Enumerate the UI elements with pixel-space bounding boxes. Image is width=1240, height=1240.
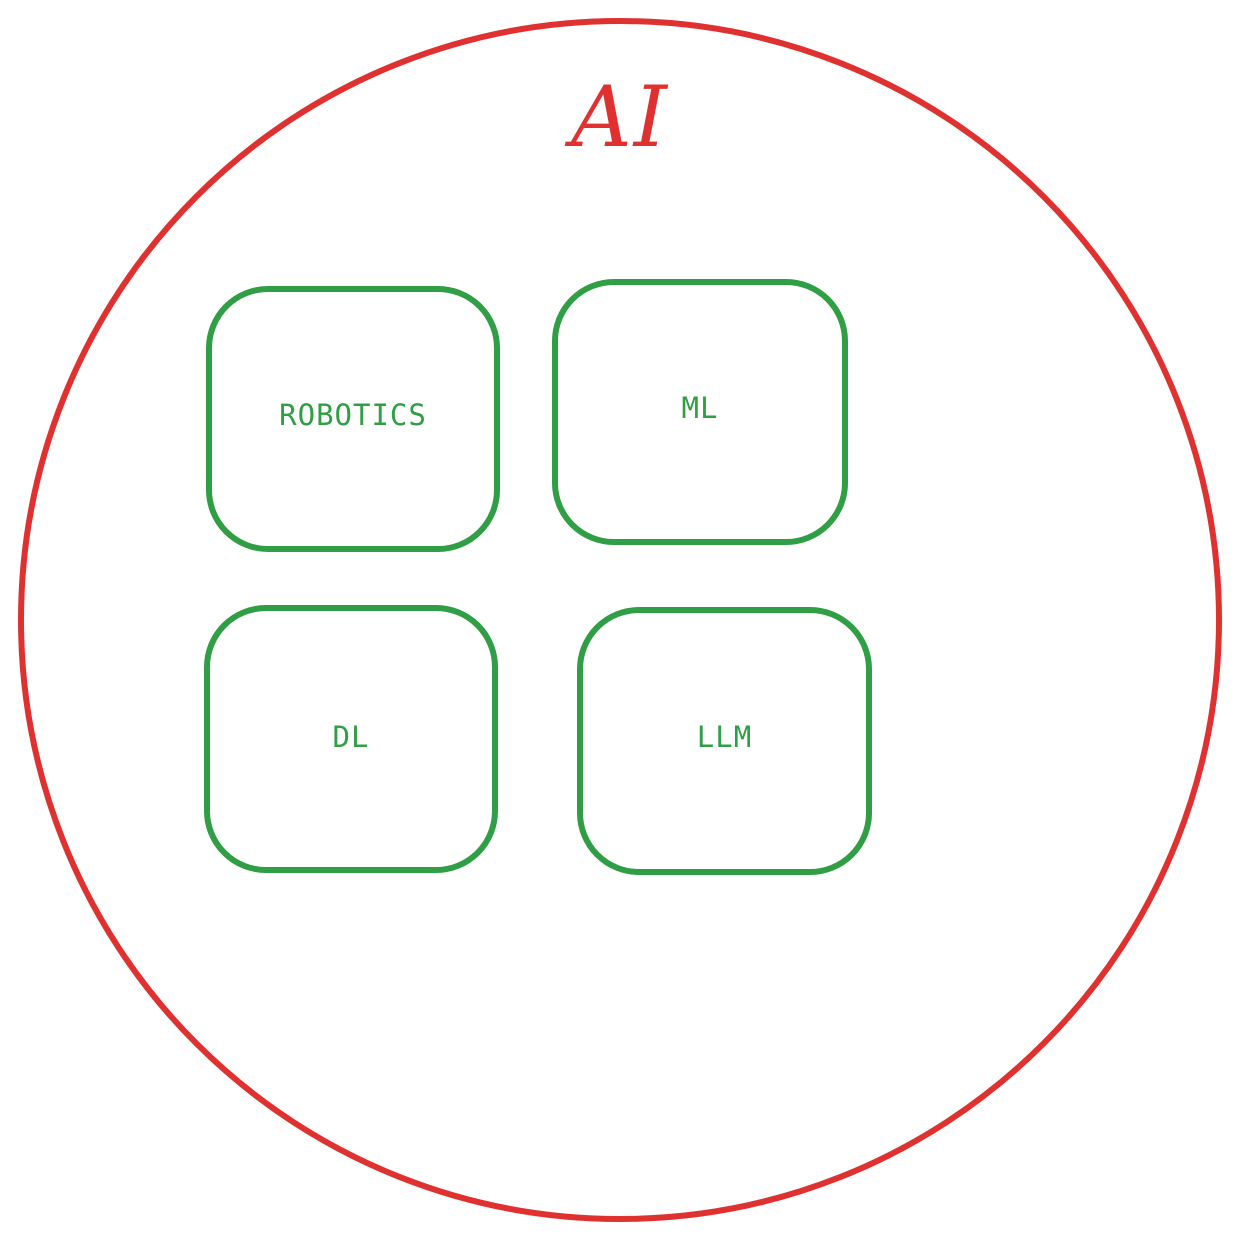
robotics-box: ROBOTICS xyxy=(206,286,500,552)
dl-label: DL xyxy=(332,720,370,754)
llm-box: LLM xyxy=(577,607,872,875)
dl-box: DL xyxy=(204,605,498,873)
robotics-label: ROBOTICS xyxy=(279,398,427,432)
llm-label: LLM xyxy=(696,720,753,754)
ml-label: ML xyxy=(681,391,719,425)
ai-title: AI xyxy=(571,68,669,166)
ml-box: ML xyxy=(552,279,848,545)
ai-circle xyxy=(18,18,1222,1222)
